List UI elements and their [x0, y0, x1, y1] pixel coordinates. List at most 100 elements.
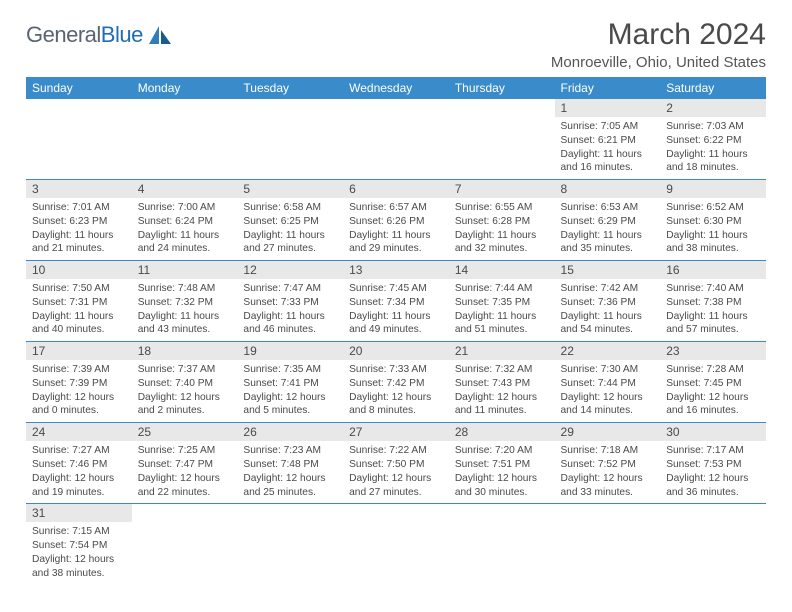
calendar-week-row: 24Sunrise: 7:27 AMSunset: 7:46 PMDayligh…: [26, 423, 766, 504]
day-data-line: Sunset: 7:38 PM: [666, 296, 760, 310]
logo-text-blue: Blue: [101, 22, 143, 47]
day-data-line: Daylight: 12 hours: [32, 391, 126, 405]
calendar-cell: 4Sunrise: 7:00 AMSunset: 6:24 PMDaylight…: [132, 180, 238, 261]
day-data-line: Sunset: 7:44 PM: [561, 377, 655, 391]
logo-text-gray: General: [26, 22, 101, 47]
day-data-line: Daylight: 12 hours: [32, 553, 126, 567]
day-data-line: and 8 minutes.: [349, 404, 443, 418]
day-data-line: Sunset: 6:24 PM: [138, 215, 232, 229]
day-number: 7: [449, 180, 555, 198]
day-data: Sunrise: 7:28 AMSunset: 7:45 PMDaylight:…: [660, 360, 766, 422]
calendar-week-row: 10Sunrise: 7:50 AMSunset: 7:31 PMDayligh…: [26, 261, 766, 342]
day-data-line: Daylight: 12 hours: [138, 391, 232, 405]
calendar-week-row: 17Sunrise: 7:39 AMSunset: 7:39 PMDayligh…: [26, 342, 766, 423]
day-data-line: Sunrise: 7:35 AM: [243, 363, 337, 377]
day-data: Sunrise: 7:27 AMSunset: 7:46 PMDaylight:…: [26, 441, 132, 503]
day-number: 28: [449, 423, 555, 441]
day-data-line: Sunrise: 7:44 AM: [455, 282, 549, 296]
day-data-line: Sunset: 7:45 PM: [666, 377, 760, 391]
day-data-line: Sunset: 7:50 PM: [349, 458, 443, 472]
day-data-line: Daylight: 12 hours: [243, 391, 337, 405]
location: Monroeville, Ohio, United States: [551, 54, 766, 71]
day-data-line: and 18 minutes.: [666, 161, 760, 175]
day-data-line: Daylight: 12 hours: [455, 472, 549, 486]
day-data: Sunrise: 7:50 AMSunset: 7:31 PMDaylight:…: [26, 279, 132, 341]
weekday-header: Friday: [555, 77, 661, 99]
day-data-line: Daylight: 11 hours: [666, 148, 760, 162]
day-number: 14: [449, 261, 555, 279]
calendar-week-row: 31Sunrise: 7:15 AMSunset: 7:54 PMDayligh…: [26, 504, 766, 585]
day-number: 9: [660, 180, 766, 198]
day-data-line: Sunrise: 7:33 AM: [349, 363, 443, 377]
calendar-cell: [132, 99, 238, 180]
calendar-cell: [343, 99, 449, 180]
day-data-line: and 43 minutes.: [138, 323, 232, 337]
day-number: 5: [237, 180, 343, 198]
day-data-line: Sunset: 7:48 PM: [243, 458, 337, 472]
day-data-line: and 19 minutes.: [32, 486, 126, 500]
day-data-line: Sunset: 7:34 PM: [349, 296, 443, 310]
day-data-line: Sunrise: 7:00 AM: [138, 201, 232, 215]
calendar-cell: 22Sunrise: 7:30 AMSunset: 7:44 PMDayligh…: [555, 342, 661, 423]
calendar-cell: 19Sunrise: 7:35 AMSunset: 7:41 PMDayligh…: [237, 342, 343, 423]
day-data-line: Sunset: 6:28 PM: [455, 215, 549, 229]
day-data-line: and 11 minutes.: [455, 404, 549, 418]
calendar-cell: 17Sunrise: 7:39 AMSunset: 7:39 PMDayligh…: [26, 342, 132, 423]
calendar-cell: 8Sunrise: 6:53 AMSunset: 6:29 PMDaylight…: [555, 180, 661, 261]
day-number: 2: [660, 99, 766, 117]
day-data-line: and 25 minutes.: [243, 486, 337, 500]
day-data-line: Daylight: 12 hours: [561, 472, 655, 486]
header: GeneralBlue March 2024 Monroeville, Ohio…: [26, 18, 766, 71]
day-data-line: Sunrise: 7:05 AM: [561, 120, 655, 134]
day-number: 23: [660, 342, 766, 360]
day-data-line: Sunrise: 7:50 AM: [32, 282, 126, 296]
day-data-line: Sunset: 6:25 PM: [243, 215, 337, 229]
day-data-line: and 36 minutes.: [666, 486, 760, 500]
calendar-cell: 2Sunrise: 7:03 AMSunset: 6:22 PMDaylight…: [660, 99, 766, 180]
weekday-header: Monday: [132, 77, 238, 99]
day-data-line: Sunrise: 7:17 AM: [666, 444, 760, 458]
day-data-line: Daylight: 12 hours: [561, 391, 655, 405]
weekday-header-row: Sunday Monday Tuesday Wednesday Thursday…: [26, 77, 766, 99]
day-data-line: Sunset: 7:41 PM: [243, 377, 337, 391]
day-data-line: Sunrise: 6:57 AM: [349, 201, 443, 215]
title-block: March 2024 Monroeville, Ohio, United Sta…: [551, 18, 766, 71]
day-data-line: and 40 minutes.: [32, 323, 126, 337]
day-number: 10: [26, 261, 132, 279]
sail-icon: [147, 24, 173, 46]
day-number: 24: [26, 423, 132, 441]
day-number: 4: [132, 180, 238, 198]
calendar-cell: [449, 504, 555, 585]
day-data-line: Daylight: 12 hours: [666, 391, 760, 405]
calendar-cell: [237, 504, 343, 585]
calendar-cell: 5Sunrise: 6:58 AMSunset: 6:25 PMDaylight…: [237, 180, 343, 261]
day-data-line: Sunrise: 7:25 AM: [138, 444, 232, 458]
day-data-line: Sunrise: 6:58 AM: [243, 201, 337, 215]
day-data-line: and 51 minutes.: [455, 323, 549, 337]
calendar-cell: [555, 504, 661, 585]
calendar-cell: [237, 99, 343, 180]
day-data-line: and 16 minutes.: [666, 404, 760, 418]
day-data-line: Sunset: 7:35 PM: [455, 296, 549, 310]
day-data-line: Sunrise: 7:03 AM: [666, 120, 760, 134]
day-data: Sunrise: 7:00 AMSunset: 6:24 PMDaylight:…: [132, 198, 238, 260]
day-data-line: and 22 minutes.: [138, 486, 232, 500]
day-data-line: Sunset: 7:52 PM: [561, 458, 655, 472]
day-number: 6: [343, 180, 449, 198]
calendar-table: Sunday Monday Tuesday Wednesday Thursday…: [26, 77, 766, 584]
day-data: Sunrise: 7:37 AMSunset: 7:40 PMDaylight:…: [132, 360, 238, 422]
calendar-cell: 24Sunrise: 7:27 AMSunset: 7:46 PMDayligh…: [26, 423, 132, 504]
day-data-line: Daylight: 11 hours: [455, 229, 549, 243]
calendar-week-row: 3Sunrise: 7:01 AMSunset: 6:23 PMDaylight…: [26, 180, 766, 261]
day-number: 21: [449, 342, 555, 360]
day-data-line: Sunset: 7:36 PM: [561, 296, 655, 310]
calendar-cell: 14Sunrise: 7:44 AMSunset: 7:35 PMDayligh…: [449, 261, 555, 342]
day-data: Sunrise: 6:57 AMSunset: 6:26 PMDaylight:…: [343, 198, 449, 260]
calendar-week-row: 1Sunrise: 7:05 AMSunset: 6:21 PMDaylight…: [26, 99, 766, 180]
day-data-line: Sunrise: 7:37 AM: [138, 363, 232, 377]
day-data-line: and 0 minutes.: [32, 404, 126, 418]
day-data: Sunrise: 7:25 AMSunset: 7:47 PMDaylight:…: [132, 441, 238, 503]
day-data-line: Sunrise: 7:28 AM: [666, 363, 760, 377]
day-number: 13: [343, 261, 449, 279]
calendar-cell: 15Sunrise: 7:42 AMSunset: 7:36 PMDayligh…: [555, 261, 661, 342]
